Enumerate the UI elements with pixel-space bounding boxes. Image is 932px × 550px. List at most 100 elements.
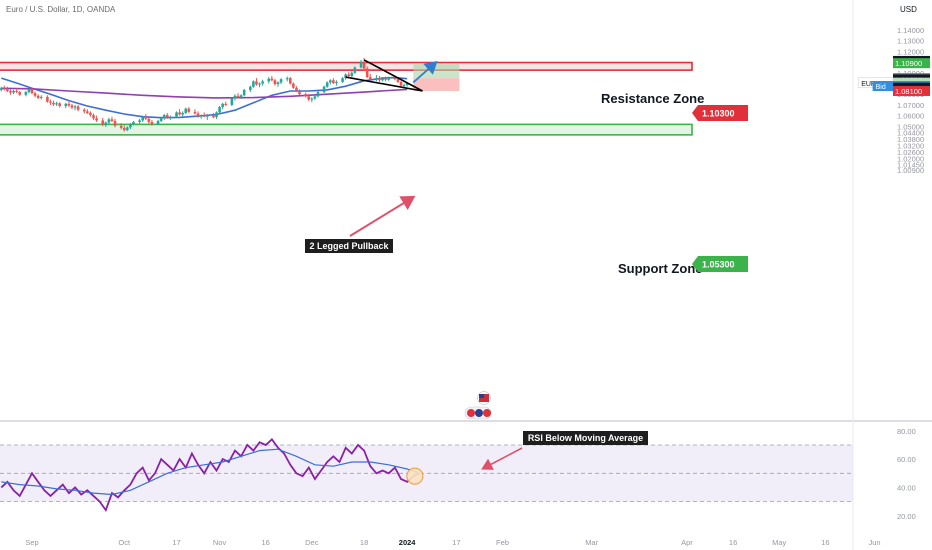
pullback-label: 2 Legged Pullback [305, 239, 393, 253]
candle [147, 117, 151, 124]
pullback-label-text: 2 Legged Pullback [309, 241, 389, 251]
resistance-level-tag-bg [692, 105, 748, 121]
candle-body [359, 62, 363, 68]
candle-body [393, 77, 397, 80]
candle-body [3, 88, 6, 90]
candle-body [147, 118, 151, 123]
support-level-tag-text: 1.05300 [702, 260, 735, 270]
candle-body [292, 83, 295, 88]
candle-body [15, 90, 18, 93]
candle [230, 97, 234, 106]
time-tick: Apr [681, 538, 693, 547]
time-tick: Oct [118, 538, 131, 547]
candle [30, 88, 34, 95]
support-zone [0, 123, 693, 136]
candle-body [156, 120, 160, 125]
price-label-text: 1.10900 [895, 59, 922, 68]
candle [49, 99, 52, 105]
candle-body [162, 115, 166, 118]
wedge-upper-line [363, 59, 423, 92]
candle [270, 76, 274, 82]
price-tick: 1.01450 [897, 160, 924, 169]
candle-body [236, 95, 240, 98]
candle [169, 115, 172, 120]
candle-body [233, 95, 237, 99]
candle [365, 66, 369, 79]
candle-body [181, 112, 184, 115]
candle-body [132, 122, 135, 125]
rsi-line [0, 437, 420, 513]
candle [341, 77, 344, 83]
candle-body [298, 90, 301, 95]
time-tick: Feb [496, 538, 509, 547]
candle [236, 93, 240, 99]
candle [267, 77, 271, 84]
resistance-zone-label: Resistance Zone [601, 91, 704, 106]
candle [110, 116, 114, 123]
time-tick: Nov [213, 538, 227, 547]
events-icon-dot-red [467, 409, 475, 417]
candle [255, 78, 258, 86]
price-tick: 1.00900 [897, 166, 924, 175]
candle-body [159, 117, 163, 121]
candle [242, 88, 246, 97]
candle-body [166, 115, 169, 118]
candle [289, 77, 292, 85]
rsi-pane [0, 437, 853, 513]
candle [335, 80, 338, 86]
candle [113, 118, 117, 128]
candle-body [353, 67, 357, 73]
candle [166, 112, 169, 119]
candle [12, 89, 15, 95]
candle-body [362, 62, 366, 69]
candle-body [70, 105, 74, 108]
support-level-tag: 1.05300 [692, 256, 748, 272]
candle-body [205, 115, 209, 117]
candle [258, 82, 261, 88]
candle-body [202, 115, 206, 117]
candle [292, 82, 295, 89]
time-tick: May [772, 538, 786, 547]
resistance-zone [0, 61, 693, 71]
candle-body [141, 116, 144, 121]
price-tick: 1.03800 [897, 135, 924, 144]
candle-body [325, 82, 329, 87]
candle-body [95, 118, 98, 121]
candle [399, 80, 403, 88]
candle-body [89, 112, 92, 116]
candle-body [249, 86, 252, 90]
candle [205, 113, 209, 120]
candle-body [33, 93, 37, 96]
candle-body [316, 92, 320, 97]
candle-body [36, 95, 40, 98]
price-label: 1.10900 [893, 58, 930, 69]
candle [132, 120, 135, 126]
candle-body [110, 119, 114, 121]
candle [70, 103, 74, 110]
candle-body [350, 72, 354, 77]
rsi-highlight-circle [406, 467, 424, 485]
candle-body [258, 83, 261, 85]
candle [187, 107, 191, 113]
candle-body [270, 78, 274, 81]
time-tick: 16 [821, 538, 829, 547]
candle-body [396, 79, 400, 82]
candle-body [332, 80, 335, 83]
candle [150, 119, 154, 126]
price-tick: 1.14000 [897, 26, 924, 35]
candle-body [104, 122, 108, 125]
projection-arrow [412, 60, 438, 84]
candle-body [67, 103, 71, 106]
symbol-title: Euro / U.S. Dollar, 1D, OANDA [6, 5, 116, 14]
candle [52, 100, 55, 106]
candle-body [273, 80, 277, 85]
price-label-tag: Bid [876, 84, 886, 91]
candle [159, 116, 163, 123]
candle [122, 125, 126, 132]
us-flag-icon-canton [479, 394, 484, 398]
currency-label[interactable]: USD [900, 5, 917, 14]
candle [175, 111, 178, 118]
candle [375, 74, 378, 82]
rsi-tick: 40.00 [897, 483, 916, 492]
